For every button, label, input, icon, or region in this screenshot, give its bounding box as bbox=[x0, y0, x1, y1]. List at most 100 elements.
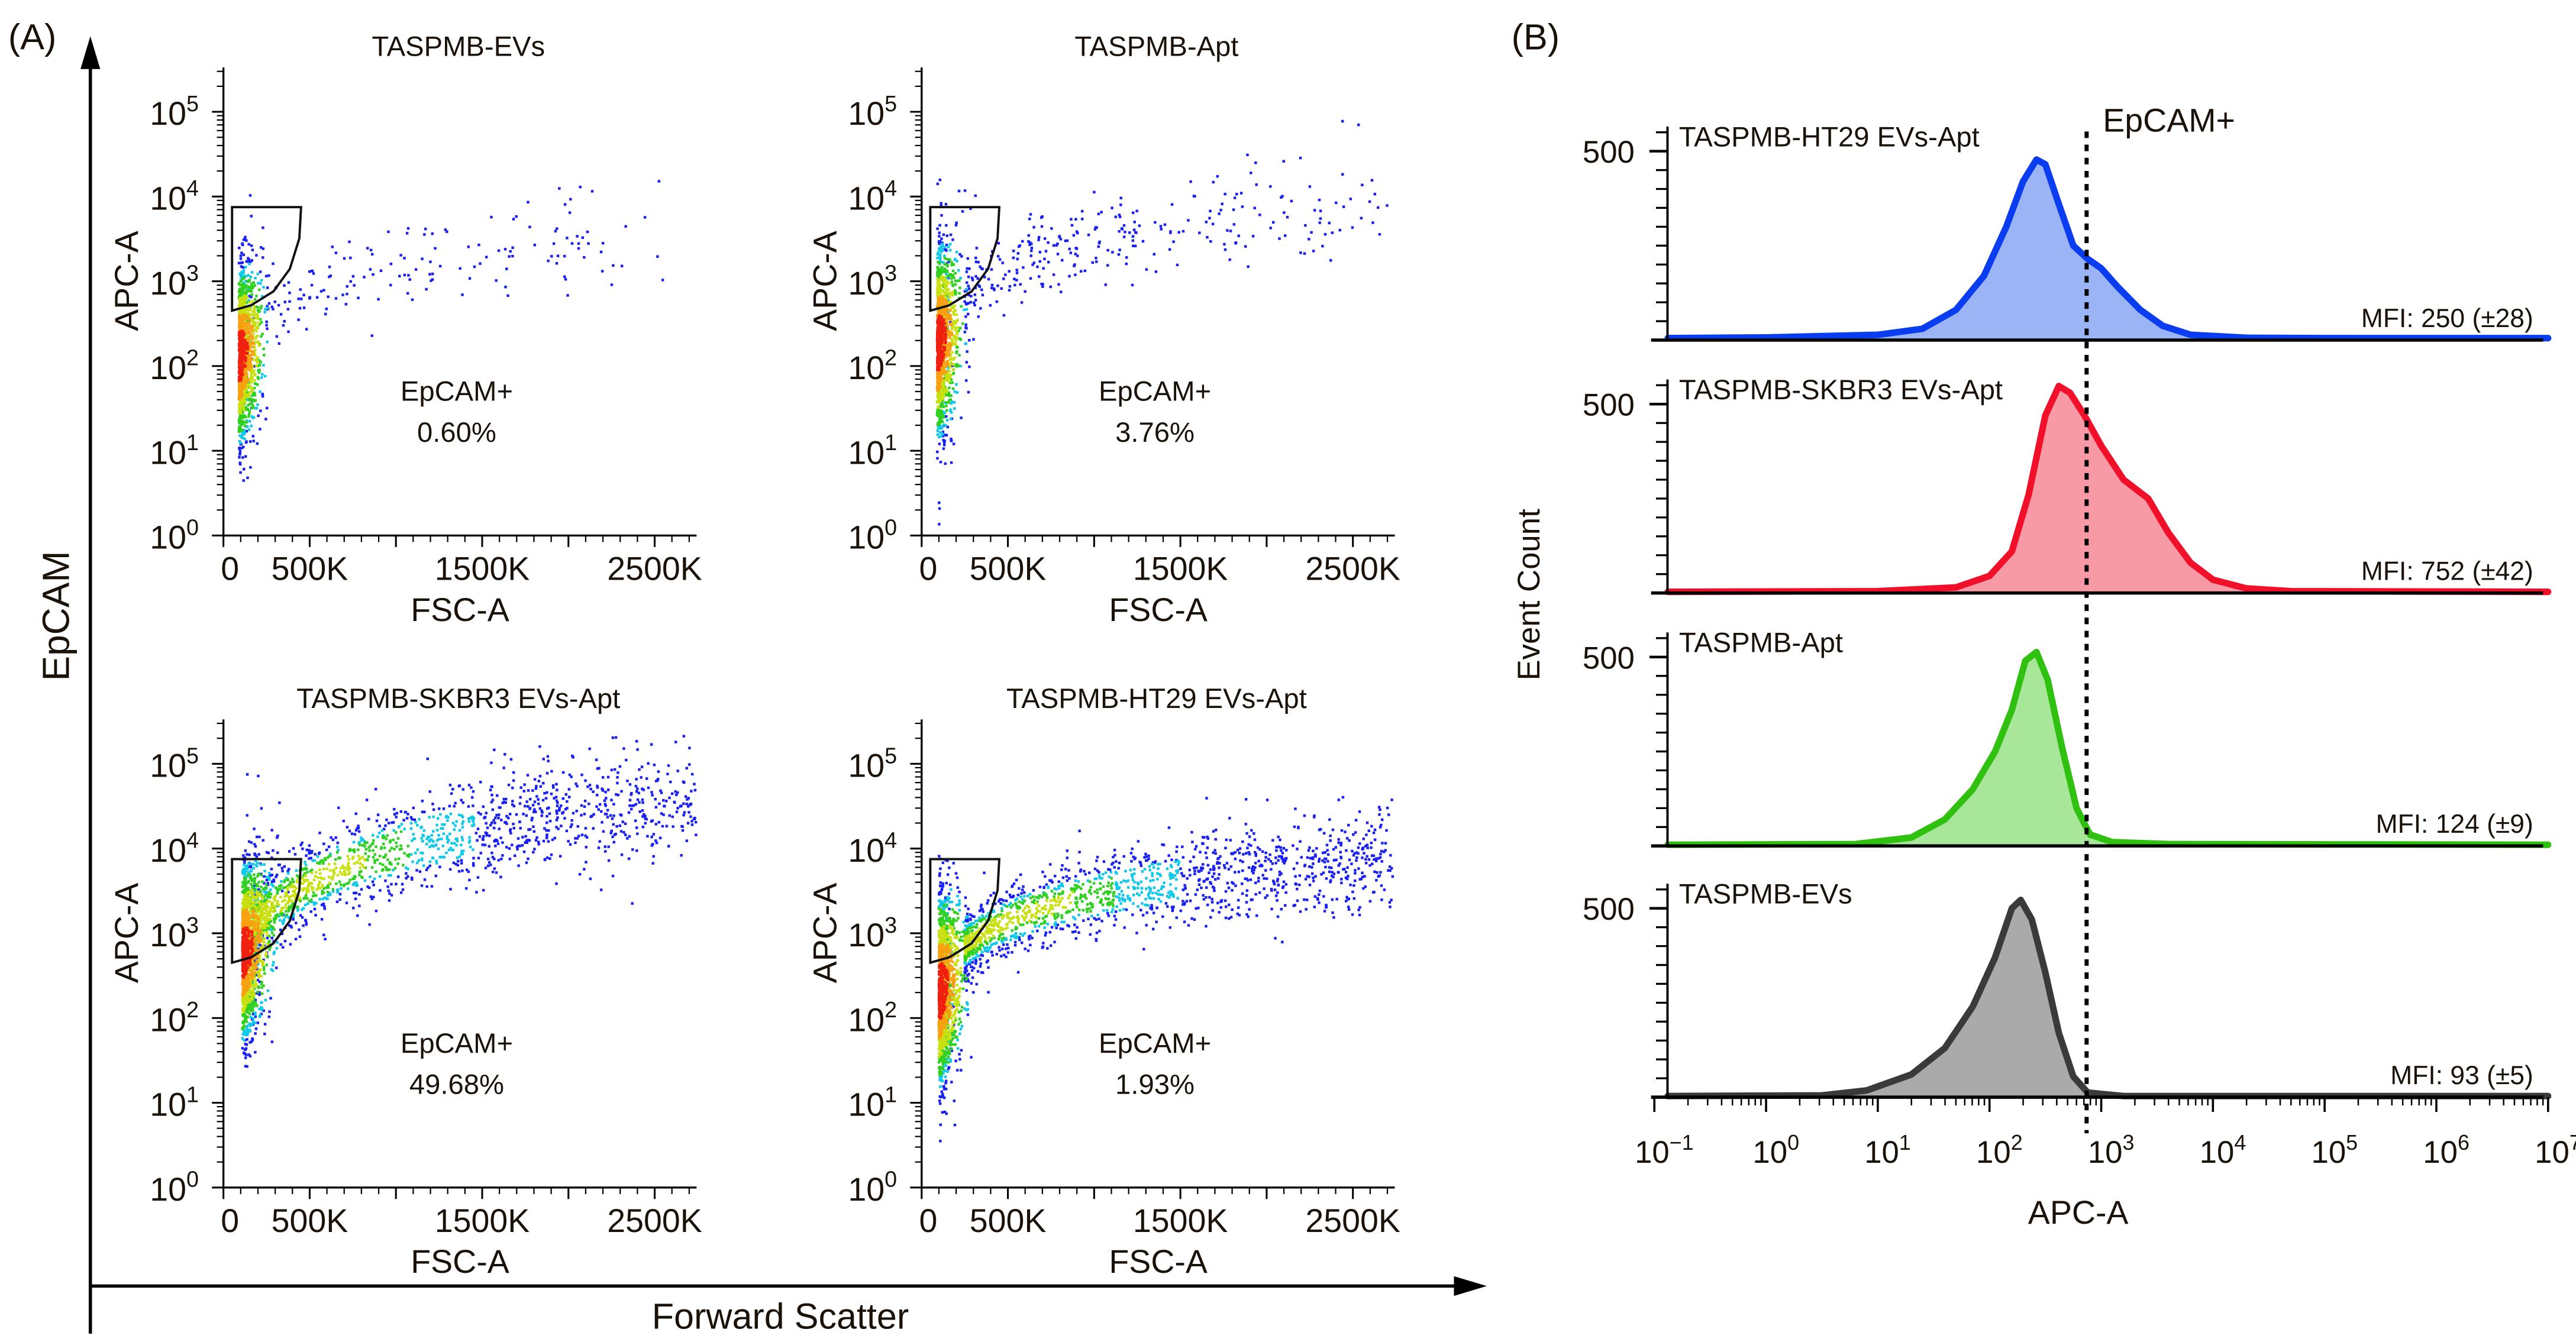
data-point bbox=[584, 779, 587, 782]
data-point bbox=[397, 857, 401, 861]
data-point bbox=[240, 274, 244, 277]
data-point bbox=[484, 866, 488, 869]
data-point bbox=[950, 437, 953, 441]
data-point bbox=[955, 350, 958, 353]
data-point bbox=[242, 406, 245, 409]
data-point bbox=[304, 864, 308, 866]
data-point bbox=[322, 902, 325, 906]
data-point bbox=[254, 893, 257, 897]
data-point bbox=[249, 465, 252, 469]
data-point bbox=[945, 344, 949, 347]
data-point bbox=[248, 357, 251, 361]
data-point bbox=[539, 785, 543, 788]
data-point bbox=[949, 318, 953, 321]
data-point bbox=[650, 820, 653, 823]
data-point bbox=[258, 310, 261, 313]
data-point bbox=[693, 788, 697, 792]
data-point bbox=[460, 843, 463, 846]
data-point bbox=[267, 927, 270, 930]
data-point bbox=[955, 251, 958, 254]
data-point bbox=[240, 302, 243, 305]
data-point bbox=[938, 300, 941, 303]
data-point bbox=[543, 792, 546, 795]
tick-base: 10 bbox=[848, 434, 885, 471]
data-point bbox=[448, 784, 452, 787]
data-point bbox=[330, 836, 333, 839]
data-point bbox=[244, 326, 247, 330]
data-point bbox=[447, 848, 451, 852]
data-point bbox=[243, 890, 246, 894]
data-point bbox=[555, 819, 559, 822]
data-point bbox=[635, 778, 638, 781]
data-point bbox=[301, 847, 304, 851]
data-point bbox=[363, 276, 366, 279]
data-point bbox=[525, 861, 528, 864]
y-tick-label: 103 bbox=[150, 261, 199, 301]
data-point bbox=[540, 809, 543, 813]
data-point bbox=[943, 379, 946, 382]
data-point bbox=[384, 879, 387, 882]
data-point bbox=[266, 327, 269, 330]
data-point bbox=[957, 364, 960, 367]
data-point bbox=[331, 890, 335, 893]
data-point bbox=[532, 810, 535, 814]
data-point bbox=[1074, 247, 1077, 250]
data-point bbox=[243, 334, 246, 337]
data-point bbox=[1125, 262, 1128, 266]
data-point bbox=[299, 288, 302, 291]
data-point bbox=[266, 286, 269, 289]
data-point bbox=[254, 1015, 257, 1018]
data-point bbox=[1209, 209, 1212, 213]
data-point bbox=[276, 892, 279, 895]
data-point bbox=[938, 262, 941, 266]
data-point bbox=[583, 868, 586, 871]
data-point bbox=[585, 836, 589, 839]
data-point bbox=[245, 335, 248, 338]
data-point bbox=[1002, 313, 1006, 317]
data-point bbox=[518, 820, 521, 823]
data-point bbox=[943, 412, 947, 415]
data-point bbox=[328, 266, 331, 269]
data-point bbox=[938, 327, 941, 331]
data-point bbox=[283, 879, 286, 882]
data-point bbox=[399, 830, 403, 833]
data-point bbox=[508, 255, 511, 258]
data-point bbox=[282, 920, 285, 923]
data-point bbox=[437, 837, 441, 841]
data-point bbox=[938, 431, 942, 434]
data-point bbox=[451, 822, 455, 824]
data-point bbox=[329, 852, 332, 855]
data-point bbox=[598, 840, 601, 843]
data-point bbox=[259, 409, 262, 412]
data-point bbox=[946, 425, 949, 429]
data-point bbox=[942, 385, 945, 389]
data-point bbox=[260, 900, 263, 903]
data-point bbox=[302, 924, 305, 927]
tick-exponent: 3 bbox=[885, 261, 897, 286]
data-point bbox=[529, 797, 532, 801]
data-point bbox=[954, 326, 957, 329]
data-point bbox=[283, 939, 287, 943]
data-point bbox=[937, 386, 940, 389]
data-point bbox=[550, 853, 553, 856]
data-point bbox=[1169, 230, 1172, 233]
data-point bbox=[944, 415, 948, 418]
data-point bbox=[604, 804, 608, 807]
data-point bbox=[253, 1000, 256, 1003]
data-point bbox=[534, 839, 538, 842]
data-point bbox=[263, 972, 266, 975]
data-point bbox=[245, 1033, 248, 1036]
data-point bbox=[943, 263, 947, 266]
data-point bbox=[644, 822, 647, 825]
data-point bbox=[241, 337, 244, 339]
data-point bbox=[472, 819, 474, 822]
data-point bbox=[257, 947, 260, 950]
data-point bbox=[267, 851, 270, 855]
data-point bbox=[378, 824, 381, 827]
data-point bbox=[257, 317, 260, 320]
data-point bbox=[287, 281, 290, 284]
data-point bbox=[937, 286, 940, 290]
data-point bbox=[548, 820, 552, 823]
data-point bbox=[343, 257, 346, 260]
data-point bbox=[941, 308, 945, 311]
